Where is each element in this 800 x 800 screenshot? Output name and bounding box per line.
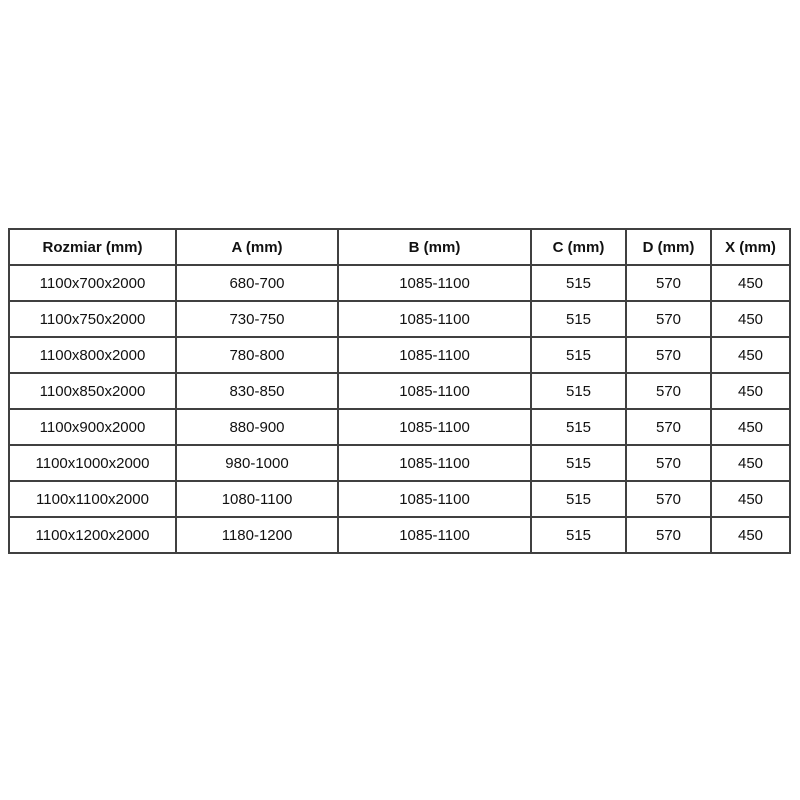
table-cell: 450 <box>710 480 791 518</box>
table-cell: 570 <box>625 372 712 410</box>
header-cell-col5: D (mm) <box>625 228 712 266</box>
table-cell: 515 <box>530 336 627 374</box>
table-cell: 570 <box>625 264 712 302</box>
table-cell: 730-750 <box>175 300 339 338</box>
table-cell: 1100x1100x2000 <box>8 480 177 518</box>
table-row: 1100x750x2000 730-750 1085-1100 515 570 450 <box>8 300 791 338</box>
table-cell: 1100x700x2000 <box>8 264 177 302</box>
table-cell: 515 <box>530 444 627 482</box>
table-cell: 1085-1100 <box>337 444 532 482</box>
table-cell: 570 <box>625 480 712 518</box>
table-cell: 515 <box>530 300 627 338</box>
table-cell: 880-900 <box>175 408 339 446</box>
table-cell: 1100x1000x2000 <box>8 444 177 482</box>
table-cell: 450 <box>710 516 791 554</box>
table-cell: 1085-1100 <box>337 408 532 446</box>
table-cell: 450 <box>710 372 791 410</box>
table-cell: 570 <box>625 516 712 554</box>
table-cell: 570 <box>625 300 712 338</box>
header-cell-col6: X (mm) <box>710 228 791 266</box>
table-row: 1100x900x2000 880-900 1085-1100 515 570 450 <box>8 408 791 446</box>
table-cell: 450 <box>710 336 791 374</box>
table-cell: 515 <box>530 372 627 410</box>
table-cell: 1085-1100 <box>337 480 532 518</box>
table-cell: 450 <box>710 264 791 302</box>
table-cell: 1100x750x2000 <box>8 300 177 338</box>
table-cell: 1100x850x2000 <box>8 372 177 410</box>
header-cell-col2: A (mm) <box>175 228 339 266</box>
table-cell: 450 <box>710 408 791 446</box>
table-cell: 515 <box>530 516 627 554</box>
table-cell: 1100x1200x2000 <box>8 516 177 554</box>
header-cell-col1: Rozmiar (mm) <box>8 228 177 266</box>
table-cell: 450 <box>710 300 791 338</box>
table-row-header: Rozmiar (mm) A (mm) B (mm) C (mm) D (mm) X (m… <box>8 228 791 266</box>
table-cell: 515 <box>530 480 627 518</box>
table-cell: 780-800 <box>175 336 339 374</box>
table-cell: 515 <box>530 264 627 302</box>
table-row: 1100x1200x2000 1180-1200 1085-1100 515 570 45… <box>8 516 791 554</box>
table-row: 1100x700x2000 680-700 1085-1100 515 570 450 <box>8 264 791 302</box>
table-cell: 1085-1100 <box>337 336 532 374</box>
table-cell: 515 <box>530 408 627 446</box>
header-cell-col3: B (mm) <box>337 228 532 266</box>
table-cell: 1180-1200 <box>175 516 339 554</box>
dimension-spec-table: Rozmiar (mm) A (mm) B (mm) C (mm) D (mm) X (m… <box>8 228 791 554</box>
header-cell-col4: C (mm) <box>530 228 627 266</box>
table-cell: 980-1000 <box>175 444 339 482</box>
table-cell: 1085-1100 <box>337 372 532 410</box>
table-header-row: Rozmiar (mm) A (mm) B (mm) C (mm) D (mm) X (m… <box>8 228 791 266</box>
table-cell: 830-850 <box>175 372 339 410</box>
table-row: 1100x1100x2000 1080-1100 1085-1100 515 570 45… <box>8 480 791 518</box>
table-cell: 680-700 <box>175 264 339 302</box>
table-cell: 1100x900x2000 <box>8 408 177 446</box>
table-cell: 1100x800x2000 <box>8 336 177 374</box>
table-cell: 1080-1100 <box>175 480 339 518</box>
table-cell: 570 <box>625 444 712 482</box>
table-row: 1100x850x2000 830-850 1085-1100 515 570 450 <box>8 372 791 410</box>
table-cell: 1085-1100 <box>337 516 532 554</box>
table-row: 1100x800x2000 780-800 1085-1100 515 570 450 <box>8 336 791 374</box>
table-body: 1100x700x2000 680-700 1085-1100 515 570 450 11… <box>8 264 791 554</box>
table-cell: 450 <box>710 444 791 482</box>
table-cell: 570 <box>625 408 712 446</box>
table-cell: 1085-1100 <box>337 264 532 302</box>
table-cell: 570 <box>625 336 712 374</box>
table-cell: 1085-1100 <box>337 300 532 338</box>
table-row: 1100x1000x2000 980-1000 1085-1100 515 570 450 <box>8 444 791 482</box>
